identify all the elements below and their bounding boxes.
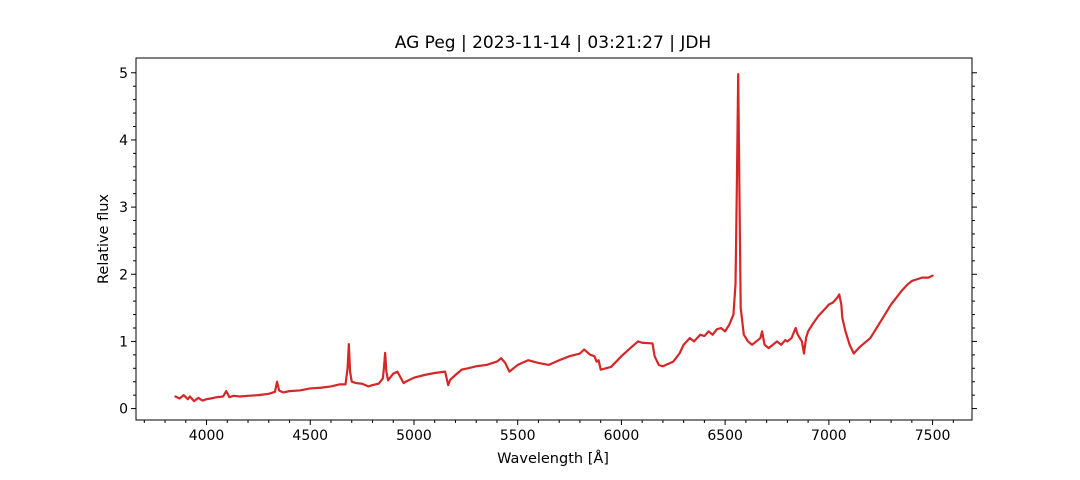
x-tick-label: 5500	[500, 428, 536, 444]
x-axis-label: Wavelength [Å]	[497, 450, 609, 467]
x-tick-label: 4500	[292, 428, 328, 444]
y-tick-label: 0	[119, 402, 128, 418]
x-tick-label: 6500	[707, 428, 743, 444]
y-tick-label: 2	[119, 267, 128, 283]
x-tick-label: 7500	[915, 428, 951, 444]
series-layer	[174, 73, 934, 403]
x-tick-label: 6000	[604, 428, 640, 444]
x-tick-label: 7000	[811, 428, 847, 444]
plot-frame	[135, 57, 973, 421]
tick-layer: 4000 4500 5000 5500 6000 6500 7000 7500 0 1 2 3 4 5	[119, 66, 977, 444]
spectrum-line-0	[174, 73, 934, 403]
x-tick-label: 4000	[189, 428, 225, 444]
y-tick-label: 4	[119, 133, 128, 149]
y-axis-label: Relative flux	[96, 194, 112, 284]
chart-title: AG Peg | 2023-11-14 | 03:21:27 | JDH	[395, 33, 711, 53]
x-tick-label: 5000	[396, 428, 432, 444]
y-tick-label: 5	[119, 66, 128, 82]
y-tick-label: 3	[119, 200, 128, 216]
y-tick-label: 1	[119, 334, 128, 350]
